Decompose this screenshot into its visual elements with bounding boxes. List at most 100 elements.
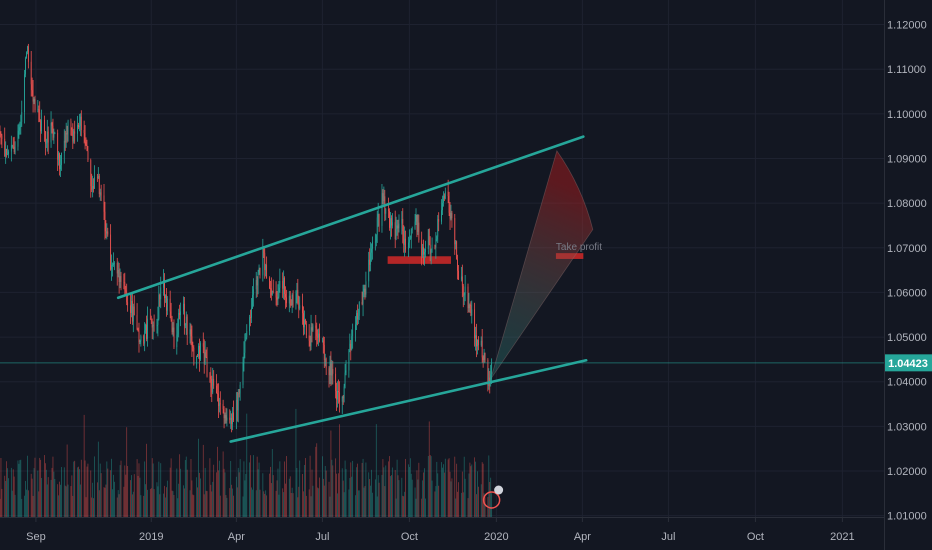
candle-body-370 (489, 377, 491, 382)
candle-body-96 (126, 292, 128, 303)
candle-body-168 (222, 403, 224, 410)
candle-body-277 (365, 281, 367, 295)
volume-bar-362 (478, 486, 479, 517)
candle-body-145 (191, 336, 193, 347)
candle-body-365 (482, 357, 484, 361)
candle-body-239 (316, 327, 318, 337)
volume-bar-56 (73, 461, 75, 517)
volume-bar-2 (1, 488, 3, 517)
candle-body-269 (356, 313, 357, 325)
candle-body-215 (284, 277, 285, 295)
volume-bar-80 (105, 484, 107, 517)
candle-body-133 (176, 334, 178, 348)
volume-bar-302 (398, 480, 400, 517)
candle-body-18 (24, 74, 25, 113)
candle-body-24 (31, 84, 33, 91)
candle-body-354 (468, 305, 470, 309)
volume-bar-241 (318, 488, 320, 517)
candle-body-233 (308, 335, 310, 341)
candle-body-331 (437, 219, 439, 237)
bar-marker-ring[interactable] (482, 491, 501, 509)
candle-body-117 (153, 324, 155, 326)
last-price-tag-text: 1.04423 (888, 358, 928, 370)
volume-bar-112 (147, 489, 148, 517)
candle-body-237 (312, 325, 314, 331)
projection-fan[interactable] (490, 149, 594, 380)
candle-body-57 (74, 131, 76, 134)
volume-bar-158 (209, 458, 211, 517)
candle-body-226 (298, 302, 300, 309)
candle-body-42 (54, 132, 56, 134)
candle-body-318 (421, 240, 423, 256)
current-bar-marker[interactable] (482, 485, 504, 509)
volume-bar-351 (463, 456, 465, 517)
volume-bar-244 (322, 478, 324, 517)
candle-body-324 (428, 229, 430, 245)
channel-line-upper[interactable] (116, 135, 585, 300)
volume-bar-229 (303, 491, 304, 517)
volume-bar-258 (341, 468, 343, 517)
candle-body-110 (145, 324, 146, 331)
volume-bar-162 (213, 464, 215, 517)
candle-body-247 (325, 358, 327, 369)
candle-body-338 (447, 191, 449, 197)
volume-bar-249 (329, 496, 331, 517)
volume-bar-108 (143, 495, 145, 517)
volume-bar-77 (100, 473, 102, 517)
volume-bar-113 (149, 489, 151, 517)
candle-body-325 (429, 244, 431, 254)
candle-body-1 (0, 133, 2, 136)
candle-body-60 (79, 125, 80, 128)
channel-line-lower[interactable] (229, 358, 588, 443)
volume-bar-178 (235, 476, 237, 517)
volume-bar-13 (17, 460, 19, 517)
volume-bar-335 (443, 464, 444, 517)
candle-body-275 (363, 288, 365, 293)
volume-bar-145 (191, 480, 193, 517)
candle-body-323 (427, 229, 429, 249)
volume-bar-86 (113, 474, 114, 517)
volume-bar-75 (98, 490, 100, 517)
volume-bar-292 (385, 465, 387, 517)
time-axis-background[interactable] (0, 517, 884, 550)
candle-body-162 (213, 378, 215, 386)
volume-bar-279 (369, 479, 371, 517)
volume-bar-143 (189, 490, 191, 517)
volume-bar-282 (372, 492, 373, 517)
candle-body-28 (37, 109, 39, 111)
candle-body-77 (100, 192, 102, 196)
candle-body-93 (123, 281, 125, 283)
volume-bar-136 (179, 454, 181, 517)
volume-bar-26 (33, 468, 35, 517)
volume-bar-192 (252, 455, 254, 517)
y-tick-label-6: 1.06000 (887, 287, 927, 299)
candle-body-62 (80, 116, 82, 131)
candle-body-359 (475, 335, 476, 339)
y-tick-label-11: 1.01000 (887, 511, 927, 523)
volume-bar-275 (363, 487, 365, 517)
candle-body-316 (417, 222, 419, 232)
volume-bar-213 (282, 488, 284, 517)
volume-bar-65 (85, 497, 87, 517)
volume-bar-54 (71, 475, 73, 517)
volume-bar-190 (251, 487, 252, 517)
volume-bar-326 (430, 456, 432, 517)
candle-body-232 (305, 323, 307, 336)
candle-body-339 (448, 196, 450, 213)
volume-bar-243 (322, 456, 323, 517)
volume-bar-68 (90, 470, 92, 517)
price-axis-background[interactable] (884, 0, 932, 550)
volume-bar-354 (468, 473, 470, 517)
volume-bar-140 (184, 460, 186, 517)
candle-body-195 (257, 272, 259, 286)
volume-bar-41 (53, 471, 55, 517)
candle-body-104 (137, 329, 139, 332)
price-zone-0[interactable] (387, 256, 451, 264)
candle-body-312 (411, 228, 413, 230)
candle-body-242 (319, 333, 320, 342)
candle-body-252 (332, 368, 334, 374)
candle-body-314 (415, 214, 417, 222)
candle-body-227 (299, 305, 301, 309)
volume-bar-127 (166, 480, 168, 517)
